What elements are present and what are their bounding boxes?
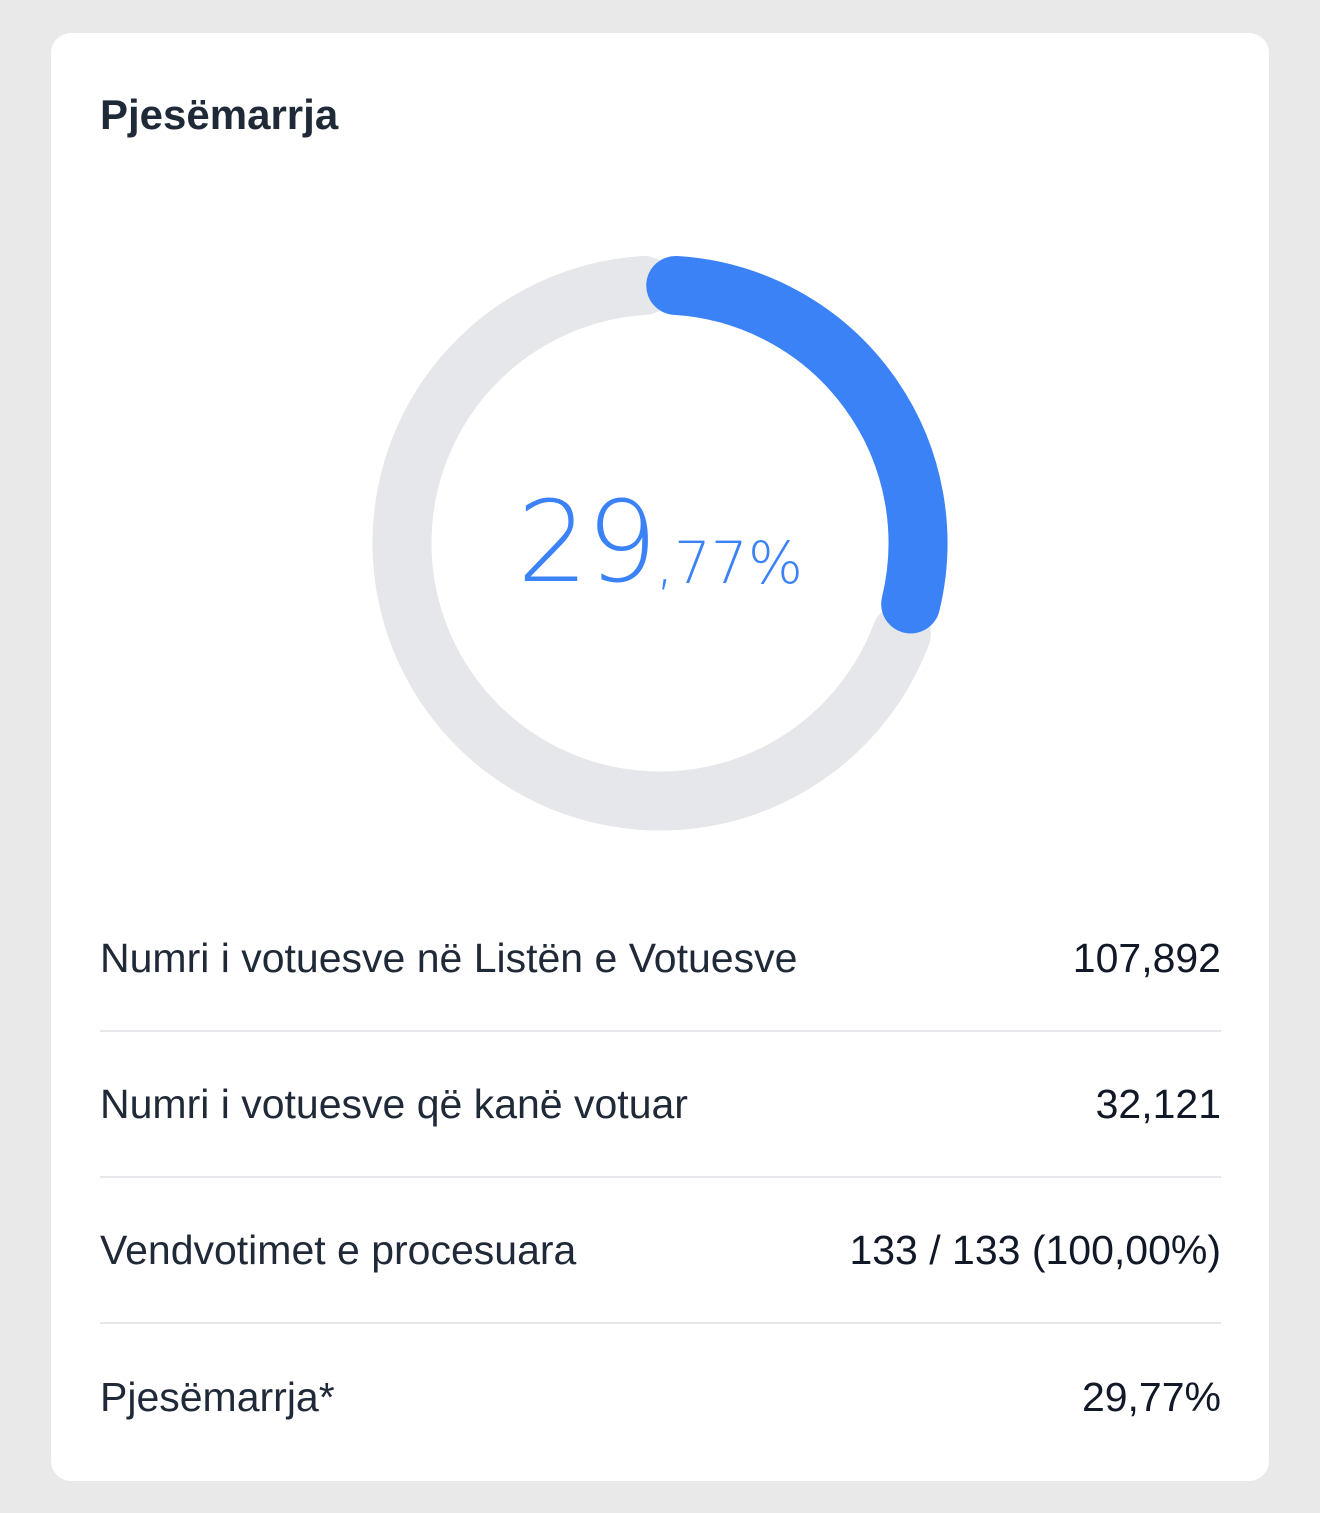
stat-value: 133 / 133 (100,00%) — [849, 1226, 1221, 1273]
stat-row: Vendvotimet e procesuara 133 / 133 (100,… — [100, 1178, 1221, 1324]
turnout-percent-integer: 29 — [517, 478, 658, 608]
turnout-percent-fraction: ,77% — [655, 529, 803, 597]
turnout-percent-label: 29,77% — [352, 235, 968, 851]
turnout-donut-svg — [372, 255, 948, 831]
stats-list: Numri i votuesve në Listën e Votuesve 10… — [100, 886, 1221, 1470]
turnout-card: Pjesëmarrja 29,77% Numri i votuesve në L… — [51, 33, 1269, 1481]
card-title: Pjesëmarrja — [100, 91, 339, 138]
stat-row: Numri i votuesve në Listën e Votuesve 10… — [100, 886, 1221, 1032]
stat-row: Numri i votuesve që kanë votuar 32,121 — [100, 1032, 1221, 1178]
stat-value: 32,121 — [1095, 1080, 1221, 1127]
stat-value: 29,77% — [1081, 1373, 1221, 1420]
stat-value: 107,892 — [1072, 934, 1221, 981]
donut-progress-arc — [646, 255, 948, 634]
stat-label: Numri i votuesve që kanë votuar — [100, 1080, 688, 1127]
stat-row: Pjesëmarrja* 29,77% — [100, 1324, 1221, 1470]
donut-track-arc — [372, 255, 931, 831]
stat-label: Vendvotimet e procesuara — [100, 1226, 577, 1273]
stat-label: Numri i votuesve në Listën e Votuesve — [100, 934, 798, 981]
turnout-donut: 29,77% — [352, 235, 968, 851]
stat-label: Pjesëmarrja* — [100, 1373, 335, 1420]
